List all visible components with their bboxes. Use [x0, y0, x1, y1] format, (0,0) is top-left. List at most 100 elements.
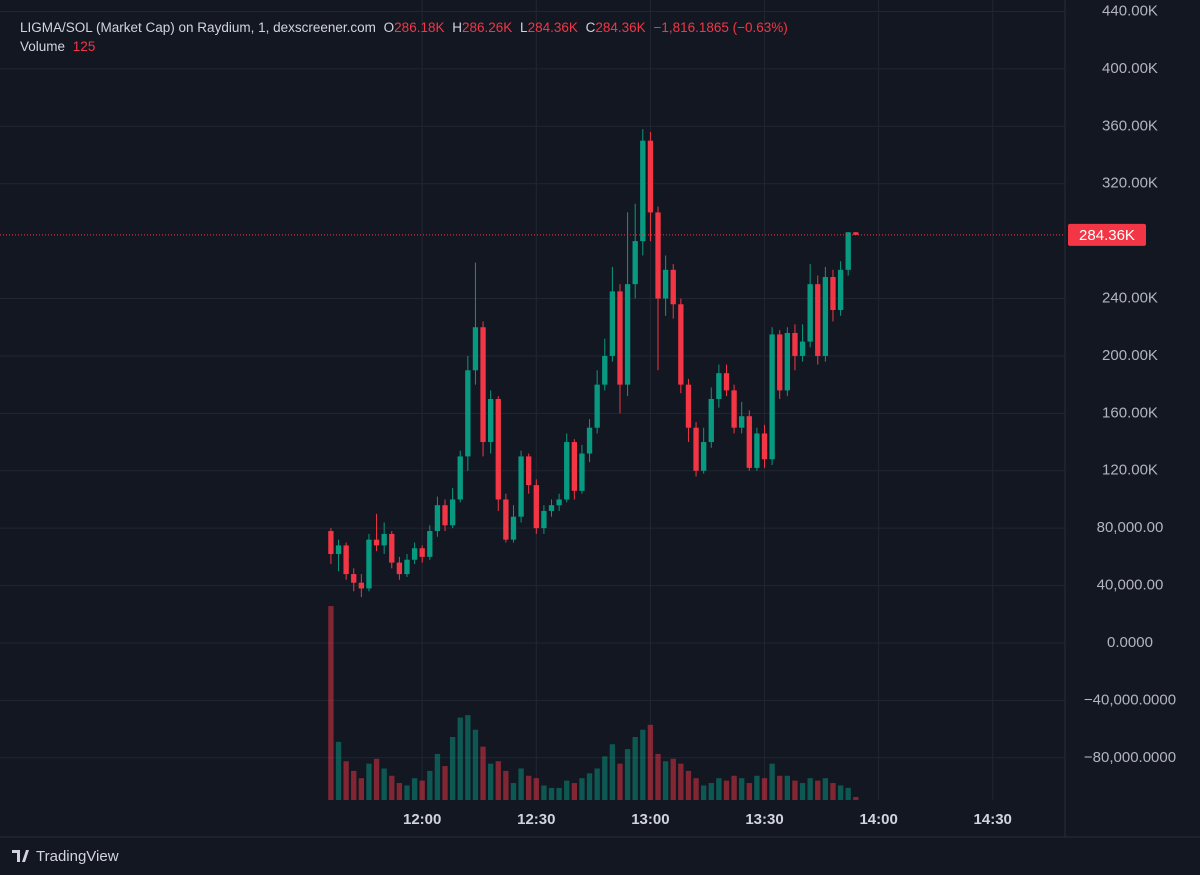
candle-body: [853, 232, 859, 235]
candle-body: [487, 398, 494, 443]
candle-body: [533, 485, 539, 529]
candle-body: [564, 442, 570, 500]
candle-body: [655, 212, 661, 299]
candle-body: [662, 269, 669, 299]
volume-bar: [510, 783, 517, 800]
price-tag: [1068, 223, 1146, 246]
candle-body: [647, 140, 654, 213]
volume-bar: [678, 763, 684, 800]
volume-bar: [457, 717, 463, 800]
volume-bar: [617, 763, 623, 800]
volume-bar: [822, 778, 829, 800]
x-tick-label: 12:00: [403, 811, 441, 828]
volume-bar: [366, 763, 372, 800]
logo: TradingView: [12, 848, 119, 865]
volume-bar: [396, 783, 403, 800]
volume-bar: [564, 780, 570, 800]
volume-bar: [845, 787, 851, 800]
candle-body: [777, 334, 783, 391]
candle-body: [411, 548, 418, 560]
volume-bar: [351, 770, 357, 800]
candle-body: [815, 284, 821, 356]
volume-bar: [419, 780, 425, 800]
candle-body: [518, 456, 524, 517]
candle-body: [449, 499, 456, 526]
candle-body: [442, 505, 448, 526]
candle-body: [830, 277, 836, 311]
candle-body: [526, 456, 532, 486]
volume-bar: [769, 763, 775, 800]
ohlc-value: 284.36K: [595, 20, 645, 35]
volume-bar: [799, 783, 806, 800]
volume-bar: [335, 741, 342, 800]
candle-body: [799, 341, 806, 356]
y-tick-label: 360.00K: [1102, 117, 1158, 134]
candle-body: [754, 433, 760, 468]
volume-bar: [434, 753, 441, 800]
volume-bar: [442, 766, 448, 800]
volume-bar: [777, 775, 783, 800]
volume-bar: [586, 773, 593, 800]
y-tick-label: 160.00K: [1102, 404, 1158, 421]
candle-body: [389, 533, 395, 563]
volume-bar: [343, 761, 349, 800]
volume-bar: [556, 787, 562, 800]
logo-mark: [12, 850, 29, 862]
volume-bar: [830, 783, 836, 800]
candle-body: [586, 427, 593, 454]
candle-body: [761, 433, 768, 460]
candle-body: [723, 373, 730, 391]
candle-body: [495, 398, 501, 500]
x-tick-label: 13:00: [631, 811, 669, 828]
volume-bar: [526, 775, 532, 800]
volume-bar: [708, 783, 714, 800]
volume-bar: [792, 780, 798, 800]
volume-bar: [837, 785, 844, 800]
candle-body: [465, 370, 471, 457]
x-tick-label: 14:30: [974, 811, 1012, 828]
plot-area: [0, 0, 1065, 800]
y-tick-label: 0.0000: [1107, 634, 1153, 651]
change: −1,816.1865 (−0.63%): [653, 20, 787, 35]
candle-body: [807, 284, 813, 342]
volume-bar: [609, 744, 616, 800]
volume-bar: [640, 729, 646, 800]
candle-body: [480, 327, 486, 443]
candle-body: [594, 384, 600, 428]
candle-body: [792, 332, 798, 356]
volume-bar: [662, 761, 669, 800]
candle-body: [685, 384, 692, 428]
volume-bar: [427, 770, 433, 800]
volume-bar: [632, 736, 638, 800]
candle-body: [434, 505, 441, 532]
candle-body: [822, 277, 829, 356]
volume-legend: Volume 125: [20, 39, 95, 54]
volume-bar: [411, 778, 418, 800]
volume-bar: [533, 778, 539, 800]
volume-key: Volume: [20, 39, 65, 54]
y-tick-label: 80,000.00: [1097, 519, 1164, 536]
candle-body: [700, 442, 707, 471]
volume-bar: [328, 606, 334, 800]
y-tick-label: 440.00K: [1102, 2, 1158, 19]
volume-bar: [815, 780, 821, 800]
candle-body: [457, 456, 463, 500]
volume-bar: [784, 775, 791, 800]
ohlc-key: H: [452, 20, 462, 35]
candle-body: [678, 304, 684, 385]
candle-body: [366, 539, 372, 589]
y-tick-label: 240.00K: [1102, 289, 1158, 306]
candle-body: [419, 548, 425, 557]
volume-bar: [548, 787, 555, 800]
candle-body: [579, 453, 585, 491]
volume-bar: [449, 736, 456, 800]
ohlc-key: C: [586, 20, 596, 35]
volume-bar: [465, 715, 471, 800]
candle-body: [335, 545, 342, 555]
symbol: LIGMA/SOL (Market Cap) on Raydium, 1, de…: [20, 20, 376, 35]
candle-body: [670, 269, 676, 305]
volume-bar: [381, 768, 387, 800]
candle-body: [837, 269, 844, 311]
